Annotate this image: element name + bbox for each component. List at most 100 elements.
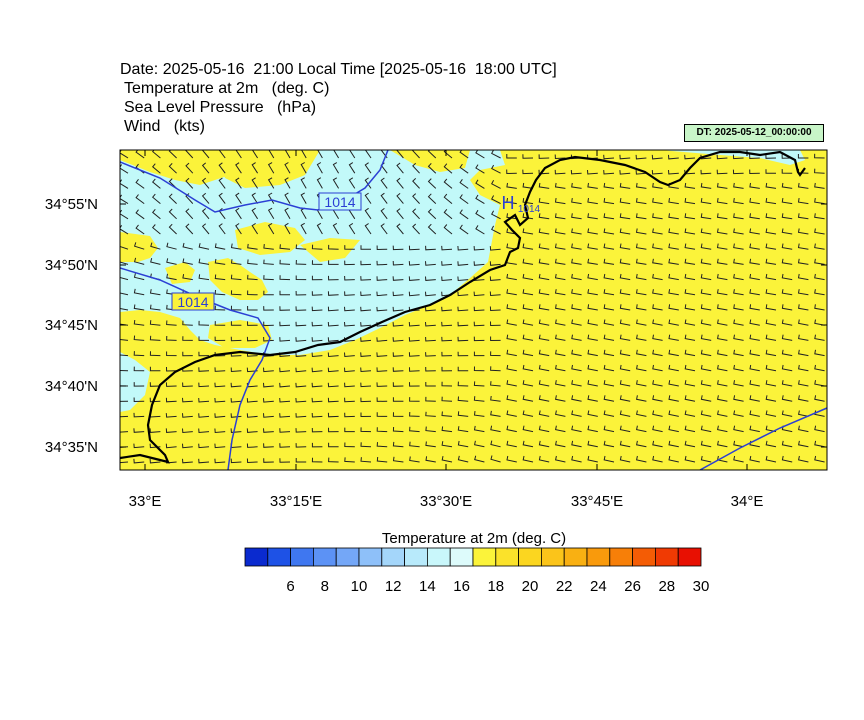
wind-barb: [619, 349, 631, 357]
wind-barb: [151, 193, 161, 204]
wind-barb: [814, 440, 825, 448]
wind-barb: [408, 337, 420, 342]
wind-barb: [235, 223, 242, 235]
wind-barb: [603, 380, 615, 387]
wind-barb: [814, 168, 825, 174]
wind-barb: [133, 351, 145, 357]
wind-barb: [652, 289, 663, 296]
wind-barb: [149, 397, 161, 403]
wind-barb: [412, 162, 420, 174]
colorbar-swatch: [563, 547, 588, 567]
wind-barb: [168, 193, 177, 204]
wind-barb: [441, 261, 453, 266]
wind-barb: [185, 162, 194, 174]
wind-barb: [133, 304, 145, 311]
wind-barb: [781, 154, 793, 159]
wind-barb: [327, 397, 339, 403]
wind-barb: [201, 177, 210, 189]
wind-barb: [247, 290, 258, 296]
wind-barb: [619, 395, 631, 402]
wind-barb: [522, 154, 534, 159]
wind-barb: [619, 425, 631, 433]
wind-barb: [522, 169, 534, 175]
wind-barb: [300, 192, 307, 204]
wind-barb: [749, 364, 760, 372]
wind-barb: [376, 291, 388, 297]
wind-barb: [765, 213, 777, 220]
wind-barb: [619, 213, 631, 220]
wind-barb: [344, 260, 355, 266]
wind-barb: [522, 319, 534, 326]
wind-barb: [668, 395, 679, 402]
wind-barb: [765, 289, 777, 296]
wind-barb: [409, 411, 420, 417]
wind-barb: [295, 244, 307, 250]
wind-barb: [133, 428, 145, 433]
wind-barb: [636, 349, 647, 357]
wind-barb: [717, 364, 728, 372]
wind-barb: [457, 366, 469, 372]
wind-barb: [425, 352, 436, 357]
wind-barb: [348, 177, 356, 189]
wind-barb: [733, 289, 744, 296]
wind-barb: [198, 382, 210, 388]
wind-barb: [182, 351, 193, 357]
wind-barb: [214, 336, 226, 342]
wind-barb: [396, 223, 404, 235]
wind-barb: [166, 351, 177, 357]
wind-barb: [230, 336, 242, 342]
wind-barb: [603, 334, 615, 341]
wind-barb: [214, 367, 226, 372]
wind-barb: [797, 273, 809, 281]
wind-barb: [571, 440, 582, 448]
wind-barb: [652, 243, 663, 250]
wind-barb: [473, 396, 485, 402]
wind-barb: [603, 258, 615, 265]
wind-barb: [328, 260, 339, 265]
wind-barb: [475, 194, 485, 205]
wind-barb: [554, 289, 566, 296]
wind-barb: [652, 258, 663, 265]
wind-barb: [135, 224, 145, 235]
wind-barb: [214, 243, 226, 250]
wind-barb: [733, 410, 744, 417]
field-wind-label: Wind (kts): [124, 118, 205, 135]
wind-barb: [425, 291, 436, 297]
wind-barb: [798, 319, 809, 326]
coastline: [120, 150, 806, 464]
wind-barb: [538, 395, 550, 402]
wind-barb: [443, 150, 453, 159]
wind-barb: [218, 150, 226, 159]
wind-barb: [246, 458, 258, 464]
wind-barb: [814, 243, 825, 250]
wind-barb: [636, 395, 647, 402]
wind-barb: [263, 382, 274, 388]
wind-barb: [684, 349, 696, 357]
wind-barb: [120, 415, 129, 418]
wind-barb: [182, 320, 193, 326]
warm-islands: [120, 150, 470, 348]
wind-barb: [717, 319, 728, 326]
wind-barb: [246, 443, 258, 448]
wind-barb: [781, 304, 793, 311]
wind-barb: [182, 413, 193, 418]
wind-barb: [700, 273, 712, 281]
wind-barb: [668, 425, 679, 433]
wind-barb: [376, 352, 388, 357]
wind-barb: [732, 154, 744, 160]
wind-barb: [798, 425, 809, 433]
wind-barb: [781, 228, 793, 235]
wind-barb: [781, 273, 793, 281]
wind-barb: [668, 243, 679, 250]
wind-barb: [474, 455, 485, 463]
wind-barb: [749, 319, 760, 326]
wind-barb: [538, 228, 550, 235]
wind-barb: [425, 321, 436, 327]
wind-barb: [473, 261, 485, 266]
wind-barb: [506, 395, 517, 402]
wind-barb: [409, 382, 420, 387]
wind-barb: [182, 258, 193, 265]
wind-barb: [328, 427, 339, 433]
wind-barb: [506, 319, 517, 326]
wind-barb: [684, 213, 696, 220]
